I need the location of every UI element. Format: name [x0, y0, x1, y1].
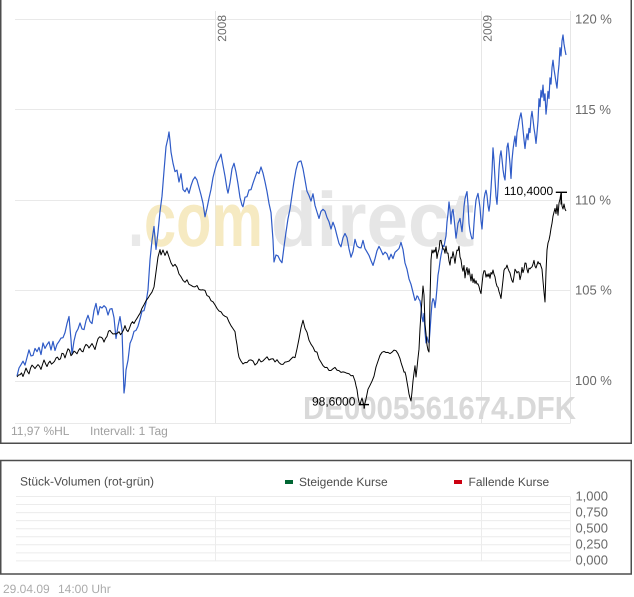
- svg-text:100 %: 100 %: [575, 373, 612, 388]
- svg-text:115 %: 115 %: [575, 102, 611, 117]
- svg-text:110,4000: 110,4000: [504, 184, 553, 198]
- svg-text:0,000: 0,000: [575, 553, 608, 568]
- svg-text:Fallende Kurse: Fallende Kurse: [469, 475, 550, 489]
- svg-text:DE0005561674.DFK: DE0005561674.DFK: [303, 390, 576, 426]
- svg-text:Steigende Kurse: Steigende Kurse: [299, 475, 388, 489]
- svg-text:14:00 Uhr: 14:00 Uhr: [58, 582, 111, 596]
- svg-text:105 %: 105 %: [575, 282, 612, 297]
- svg-text:0,750: 0,750: [575, 505, 608, 520]
- svg-text:2008: 2008: [215, 15, 229, 42]
- svg-text:0,250: 0,250: [575, 537, 608, 552]
- svg-text:29.04.09: 29.04.09: [3, 582, 50, 596]
- svg-text:110 %: 110 %: [575, 193, 611, 208]
- svg-text:Stück-Volumen (rot-grün): Stück-Volumen (rot-grün): [20, 475, 154, 489]
- svg-text:0,500: 0,500: [575, 521, 608, 536]
- svg-text:98,6000: 98,6000: [312, 395, 356, 409]
- svg-text:1,000: 1,000: [575, 489, 608, 504]
- svg-text:11,97 %HL: 11,97 %HL: [11, 424, 70, 438]
- svg-text:direct: direct: [271, 177, 474, 263]
- svg-text:.com: .com: [128, 177, 263, 263]
- svg-text:2009: 2009: [480, 15, 494, 42]
- svg-text:Intervall: 1 Tag: Intervall: 1 Tag: [90, 424, 168, 438]
- svg-text:120 %: 120 %: [575, 12, 612, 27]
